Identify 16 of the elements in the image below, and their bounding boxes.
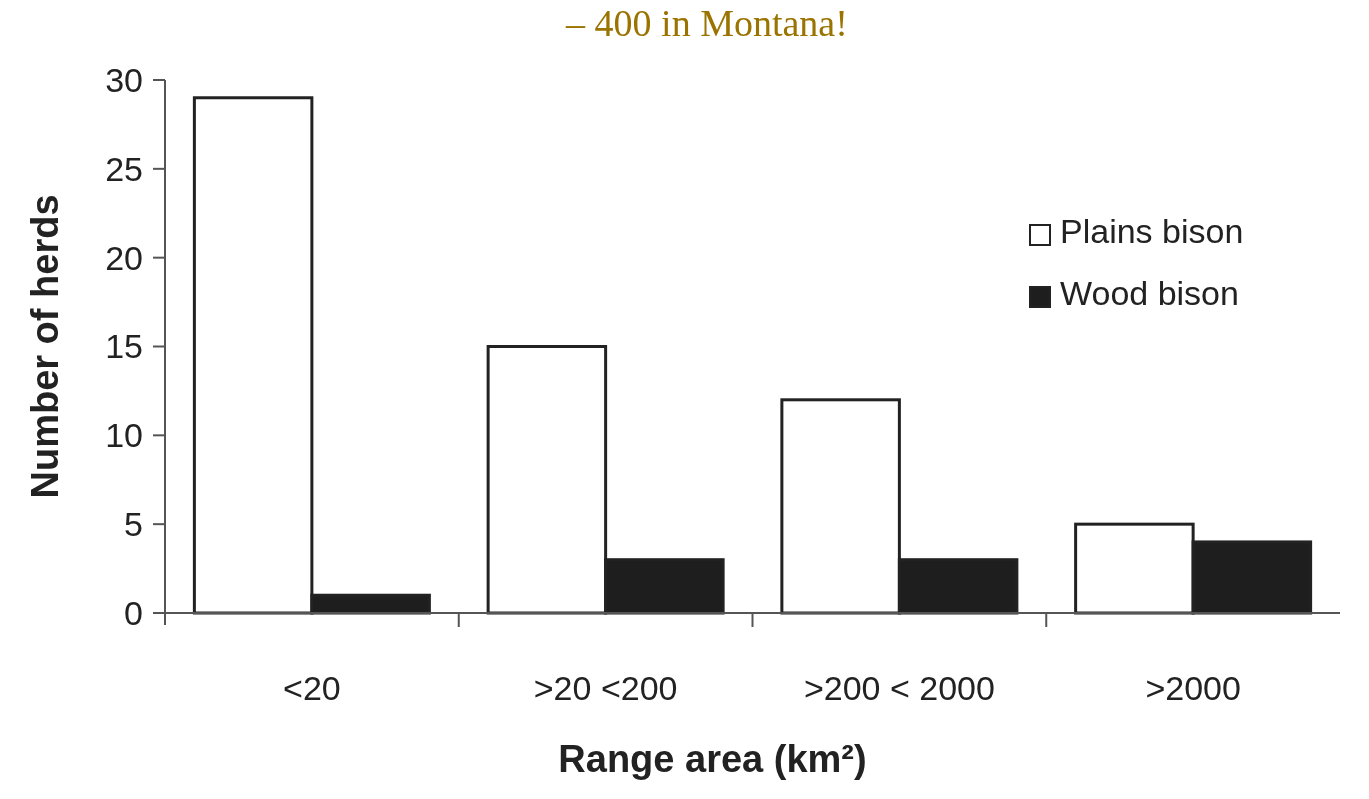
x-tick-label: >20 <200: [533, 669, 678, 707]
y-tick-label: 20: [105, 238, 143, 277]
y-axis-title: Number of herds: [24, 194, 66, 499]
x-tick-label: >2000: [1145, 669, 1241, 707]
chart-title: – 400 in Montana!: [565, 2, 848, 44]
x-tick-label: >200 < 2000: [803, 669, 995, 707]
y-tick-label: 10: [105, 416, 143, 455]
y-tick-label: 5: [124, 505, 143, 544]
legend-label: Wood bison: [1060, 274, 1239, 312]
y-tick-label: 25: [105, 149, 143, 188]
x-tick-label: <20: [283, 669, 341, 707]
y-tick-label: 30: [105, 60, 143, 99]
legend-label: Plains bison: [1060, 212, 1244, 250]
y-tick-label: 0: [124, 593, 143, 632]
x-axis-title: Range area (km²): [558, 738, 867, 780]
y-tick-label: 15: [105, 327, 143, 366]
